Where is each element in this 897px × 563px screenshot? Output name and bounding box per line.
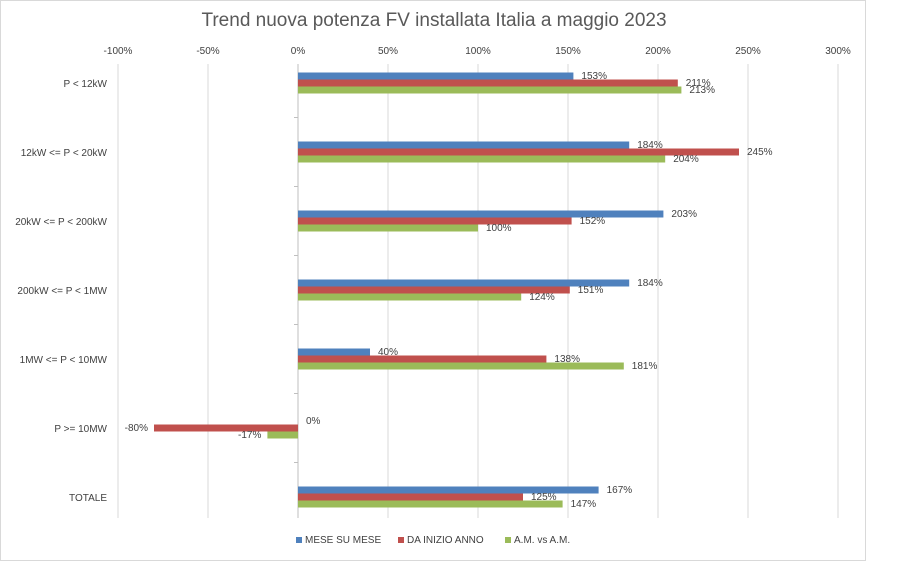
bar [298, 348, 370, 356]
data-label: 138% [554, 354, 580, 365]
bar [298, 355, 547, 363]
bar [298, 155, 666, 163]
bar [298, 486, 599, 494]
bar [298, 210, 664, 218]
data-label: 147% [571, 499, 597, 510]
data-label: -80% [125, 423, 148, 434]
data-label: 152% [580, 216, 606, 227]
bar [298, 86, 682, 94]
bar-chart: -100% -50% 0% 50% 100% 150% 200% 250% 300% P < 12… [15, 46, 851, 546]
data-label: 184% [637, 140, 663, 151]
x-tick-label: 100% [465, 46, 491, 57]
bar [298, 224, 478, 232]
legend-entry: A.M. vs A.M. [514, 535, 570, 546]
x-tick-label: 0% [291, 46, 306, 57]
data-label: 153% [581, 71, 607, 82]
data-label: 125% [531, 492, 557, 503]
bar [298, 293, 522, 301]
data-label: -17% [238, 430, 261, 441]
legend-entry: MESE SU MESE [305, 535, 381, 546]
x-tick-label: 150% [555, 46, 581, 57]
category-label: 200kW <= P < 1MW [17, 286, 107, 297]
legend: MESE SU MESE DA INIZIO ANNO A.M. vs A.M. [296, 535, 570, 546]
data-label: 211% [686, 78, 711, 89]
data-label: 124% [529, 292, 555, 303]
data-label: 213% [689, 85, 715, 96]
bar [298, 286, 570, 294]
bar [298, 217, 572, 225]
bar [298, 362, 624, 370]
bar [298, 141, 630, 149]
category-label: TOTALE [69, 493, 107, 504]
bar [298, 79, 678, 87]
legend-swatch [505, 537, 511, 543]
data-label: 100% [486, 223, 512, 234]
legend-swatch [398, 537, 404, 543]
bar [298, 500, 563, 508]
data-label: 184% [637, 278, 663, 289]
category-label: P >= 10MW [54, 424, 107, 435]
data-label: 204% [673, 154, 699, 165]
bar [267, 431, 298, 439]
x-tick-label: -100% [104, 46, 133, 57]
data-label: 151% [578, 285, 604, 296]
bar [298, 148, 739, 156]
data-label: 0% [306, 416, 321, 427]
bars [154, 72, 739, 508]
x-tick-label: 200% [645, 46, 671, 57]
bar [298, 493, 523, 501]
bar [154, 424, 298, 432]
data-label: 40% [378, 347, 398, 358]
data-label: 245% [747, 147, 773, 158]
labels: -100% -50% 0% 50% 100% 150% 200% 250% 300% P < 12… [15, 46, 851, 510]
bar [298, 72, 574, 80]
x-tick-label: 250% [735, 46, 761, 57]
category-label: 1MW <= P < 10MW [20, 355, 108, 366]
x-tick-label: -50% [196, 46, 219, 57]
category-label: 12kW <= P < 20kW [21, 148, 108, 159]
data-label: 181% [632, 361, 658, 372]
category-label: P < 12kW [64, 79, 108, 90]
category-label: 20kW <= P < 200kW [15, 217, 107, 228]
x-tick-label: 300% [825, 46, 851, 57]
data-label: 203% [671, 209, 697, 220]
legend-entry: DA INIZIO ANNO [407, 535, 484, 546]
legend-swatch [296, 537, 302, 543]
chart-title: Trend nuova potenza FV installata Italia… [201, 10, 667, 31]
x-tick-label: 50% [378, 46, 398, 57]
bar [298, 279, 630, 287]
data-label: 167% [607, 485, 633, 496]
